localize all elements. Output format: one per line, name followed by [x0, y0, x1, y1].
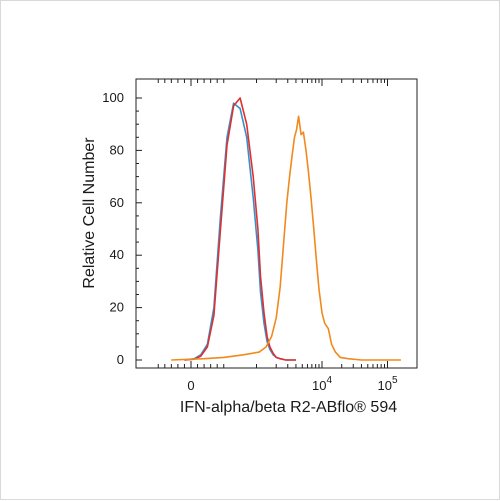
series-line-2: [171, 115, 401, 361]
x-tick-label: 104: [312, 375, 332, 393]
x-tick-base: 10: [377, 378, 391, 393]
y-axis-label: Relative Cell Number: [81, 137, 98, 289]
x-axis-label: IFN-alpha/beta R2-ABflo® 594: [179, 399, 398, 416]
axes: [135, 78, 418, 369]
series-group: [171, 97, 401, 361]
y-tick-label: 60: [110, 195, 124, 210]
y-tick-label: 40: [110, 247, 124, 262]
x-tick-base: 10: [312, 378, 326, 393]
y-tick-label: 20: [110, 300, 124, 315]
x-tick-base: 0: [187, 378, 194, 393]
series-line-0: [184, 102, 296, 361]
series-line-1: [184, 97, 296, 361]
y-tick-label: 0: [117, 352, 124, 367]
x-tick-label: 105: [377, 375, 397, 393]
y-tick-label: 80: [110, 142, 124, 157]
x-tick-exponent: 4: [326, 375, 332, 386]
plot-frame: [135, 78, 418, 369]
x-tick-exponent: 5: [392, 375, 398, 386]
y-tick-label: 100: [102, 90, 124, 105]
x-tick-label: 0: [187, 378, 194, 393]
